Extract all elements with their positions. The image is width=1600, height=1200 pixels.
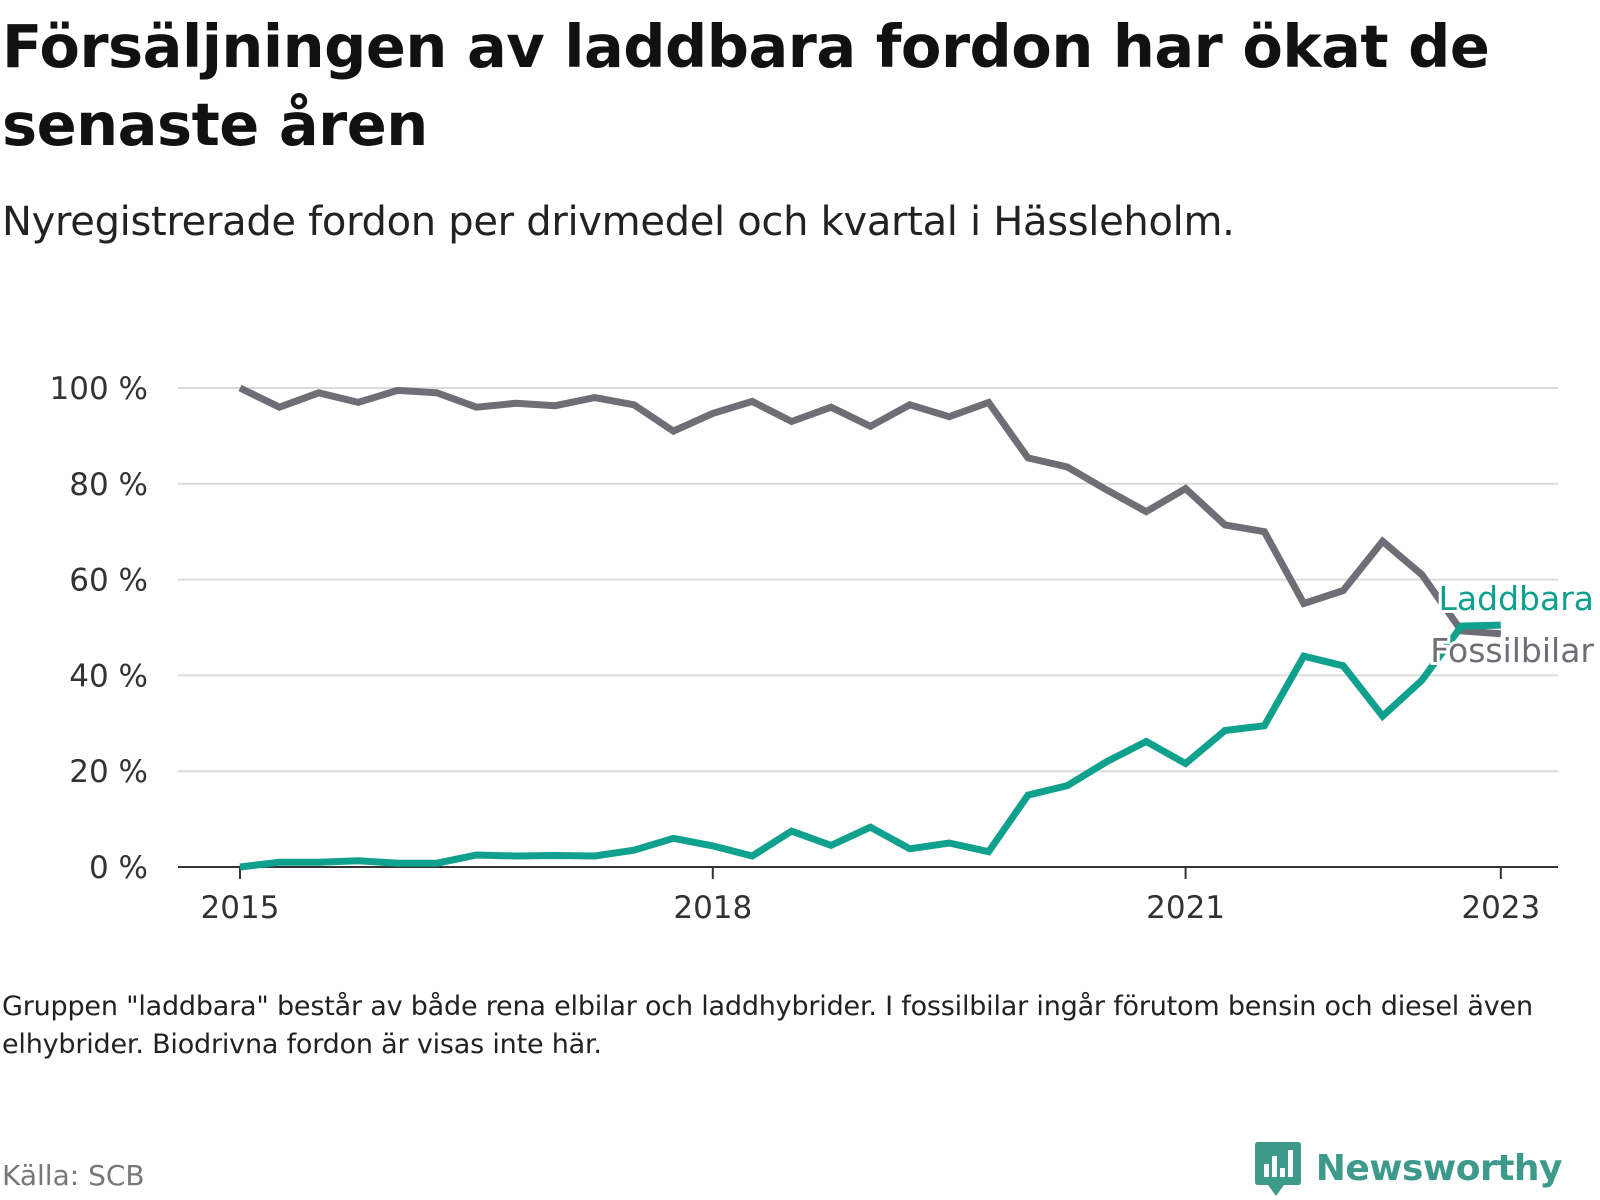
y-tick-label: 20 % <box>69 754 148 790</box>
series-lines <box>238 384 1502 871</box>
x-tick-label: 2023 <box>1461 890 1540 926</box>
chart-subtitle: Nyregistrerade fordon per drivmedel och … <box>2 199 1235 245</box>
line-chart: 0 % 20 % 40 % 60 % 80 % 100 % 2015 2018 2021 202… <box>49 371 1597 926</box>
brand-logo: Newsworthy <box>1254 1140 1563 1198</box>
y-tick-label: 40 % <box>69 658 148 694</box>
x-tick-label: 2015 <box>201 890 280 926</box>
chart-title: Försäljningen av laddbara fordon har öka… <box>2 12 1490 159</box>
source-credit: Källa: SCB <box>2 1159 145 1192</box>
x-tick-label: 2021 <box>1146 890 1225 926</box>
y-axis-ticks: 0 % 20 % 40 % 60 % 80 % 100 % <box>50 371 148 886</box>
series-label-fossilbilar: Fossilbilar <box>1430 631 1594 670</box>
series-end-labels: Fossilbilar Laddbara <box>1427 576 1597 673</box>
series-label-laddbara: Laddbara <box>1439 579 1594 618</box>
x-axis: 2015 2018 2021 2023 <box>178 866 1558 926</box>
chart-footnote: Gruppen "laddbara" består av både rena e… <box>2 991 1533 1060</box>
brand-name: Newsworthy <box>1315 1148 1563 1189</box>
bar-chart-speech-bubble-icon <box>1254 1142 1301 1196</box>
x-tick-label: 2018 <box>673 890 752 926</box>
y-tick-label: 60 % <box>69 563 148 599</box>
y-tick-label: 100 % <box>50 371 148 407</box>
series-line-fossilbilar <box>238 384 1502 638</box>
y-tick-label: 0 % <box>89 850 148 886</box>
y-tick-label: 80 % <box>69 467 148 503</box>
series-line-laddbara <box>239 621 1501 871</box>
